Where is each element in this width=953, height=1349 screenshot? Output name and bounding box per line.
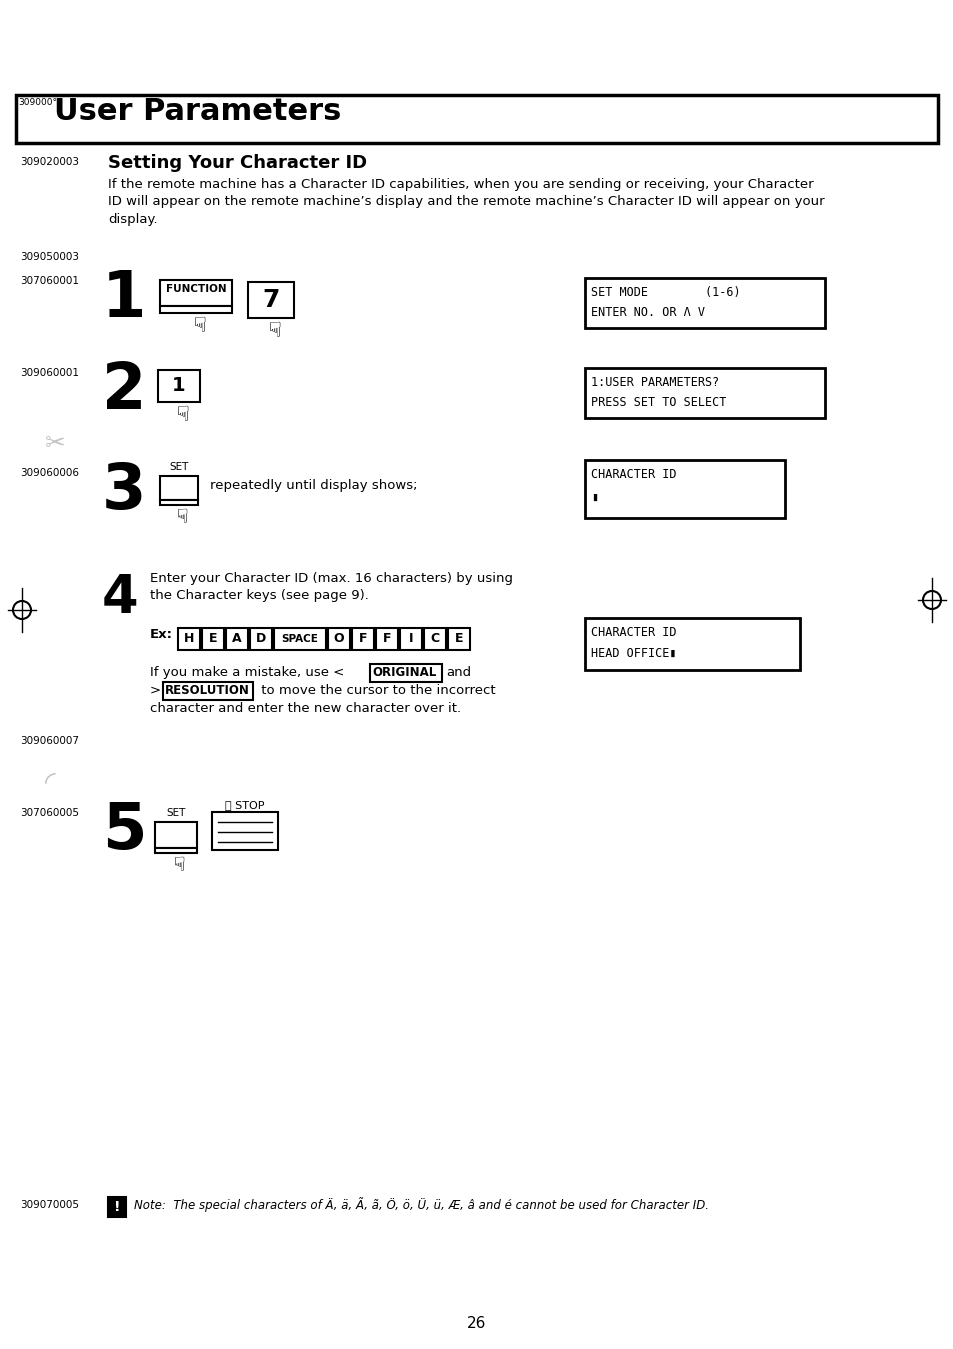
Text: Note:  The special characters of Ä, ä, Ã, ã, Ö, ö, Ü, ü, Æ, â and é cannot be us: Note: The special characters of Ä, ä, Ã,… [133, 1197, 708, 1211]
Bar [158, 370, 200, 402]
Bar [226, 629, 248, 650]
Text: E: E [455, 633, 463, 646]
Text: Ⓢ STOP: Ⓢ STOP [225, 800, 265, 809]
Text: F: F [358, 633, 367, 646]
Bar [202, 629, 224, 650]
Text: E: E [209, 633, 217, 646]
Bar [584, 618, 800, 670]
Text: SET: SET [169, 461, 189, 472]
Text: FUNCTION: FUNCTION [166, 285, 226, 294]
Bar [108, 1197, 126, 1217]
Text: ◜: ◜ [45, 768, 55, 796]
Text: HEAD OFFICE▮: HEAD OFFICE▮ [590, 646, 676, 660]
Text: 1: 1 [102, 268, 146, 331]
Bar [178, 629, 200, 650]
Text: ENTER NO. OR Λ V: ENTER NO. OR Λ V [590, 306, 704, 318]
Text: 309050003: 309050003 [20, 252, 79, 262]
Bar [212, 812, 277, 850]
Text: CHARACTER ID: CHARACTER ID [590, 626, 676, 639]
Text: to move the cursor to the incorrect: to move the cursor to the incorrect [256, 684, 496, 697]
Text: SET MODE        (1-6): SET MODE (1-6) [590, 286, 740, 299]
Bar [423, 629, 446, 650]
Text: SPACE: SPACE [281, 634, 318, 643]
Bar [160, 500, 198, 505]
Text: If you make a mistake, use <: If you make a mistake, use < [150, 666, 348, 679]
Bar [250, 629, 272, 650]
Text: ☞: ☞ [167, 855, 185, 873]
Bar [448, 629, 470, 650]
Bar [584, 460, 784, 518]
Text: H: H [184, 633, 194, 646]
Text: 309070005: 309070005 [20, 1201, 79, 1210]
Bar [370, 664, 441, 683]
Text: 1:USER PARAMETERS?: 1:USER PARAMETERS? [590, 376, 719, 389]
Text: 4: 4 [102, 572, 138, 625]
Text: 1: 1 [172, 376, 186, 395]
Text: C: C [430, 633, 439, 646]
Text: character and enter the new character over it.: character and enter the new character ov… [150, 701, 460, 715]
Bar [154, 849, 196, 853]
Text: CHARACTER ID: CHARACTER ID [590, 468, 676, 482]
Bar [328, 629, 350, 650]
Text: ☞: ☞ [186, 316, 206, 333]
Bar [375, 629, 397, 650]
Text: I: I [408, 633, 413, 646]
Text: A: A [232, 633, 241, 646]
Text: O: O [334, 633, 344, 646]
Text: 2: 2 [102, 360, 146, 422]
Text: Ex:: Ex: [150, 629, 172, 641]
Text: 309060001: 309060001 [20, 368, 79, 378]
Bar [399, 629, 421, 650]
Bar [16, 94, 937, 143]
Text: ☞: ☞ [169, 403, 189, 422]
Text: 309020003: 309020003 [20, 156, 79, 167]
Bar [274, 629, 326, 650]
Text: 309000°¹: 309000°¹ [18, 98, 61, 107]
Text: 5: 5 [102, 800, 147, 862]
Text: and: and [446, 666, 471, 679]
Text: !: ! [113, 1201, 120, 1214]
Text: 7: 7 [262, 287, 279, 312]
Text: ✂: ✂ [45, 432, 66, 456]
Bar [248, 282, 294, 318]
Text: ☞: ☞ [170, 507, 189, 525]
Bar [584, 278, 824, 328]
Bar [160, 281, 232, 306]
Bar [352, 629, 374, 650]
Text: D: D [255, 633, 266, 646]
Text: PRESS SET TO SELECT: PRESS SET TO SELECT [590, 397, 725, 409]
Text: ▮: ▮ [590, 491, 598, 505]
Text: ORIGINAL: ORIGINAL [372, 666, 436, 679]
Text: 309060006: 309060006 [20, 468, 79, 478]
Text: 26: 26 [467, 1317, 486, 1331]
Text: >: > [150, 684, 165, 697]
Bar [160, 306, 232, 313]
Bar [163, 683, 253, 700]
Text: 307060005: 307060005 [20, 808, 79, 817]
Text: repeatedly until display shows;: repeatedly until display shows; [210, 479, 417, 492]
Bar [154, 822, 196, 849]
Text: User Parameters: User Parameters [54, 97, 341, 125]
Text: RESOLUTION: RESOLUTION [165, 684, 250, 697]
Text: 307060001: 307060001 [20, 277, 79, 286]
Bar [160, 476, 198, 500]
Text: SET: SET [166, 808, 186, 817]
Text: 309060007: 309060007 [20, 737, 79, 746]
Text: ☞: ☞ [261, 320, 281, 339]
Text: Setting Your Character ID: Setting Your Character ID [108, 154, 367, 173]
Text: F: F [382, 633, 391, 646]
Bar [584, 368, 824, 418]
Text: 3: 3 [102, 460, 147, 522]
Text: If the remote machine has a Character ID capabilities, when you are sending or r: If the remote machine has a Character ID… [108, 178, 823, 227]
Text: Enter your Character ID (max. 16 characters) by using
the Character keys (see pa: Enter your Character ID (max. 16 charact… [150, 572, 513, 603]
